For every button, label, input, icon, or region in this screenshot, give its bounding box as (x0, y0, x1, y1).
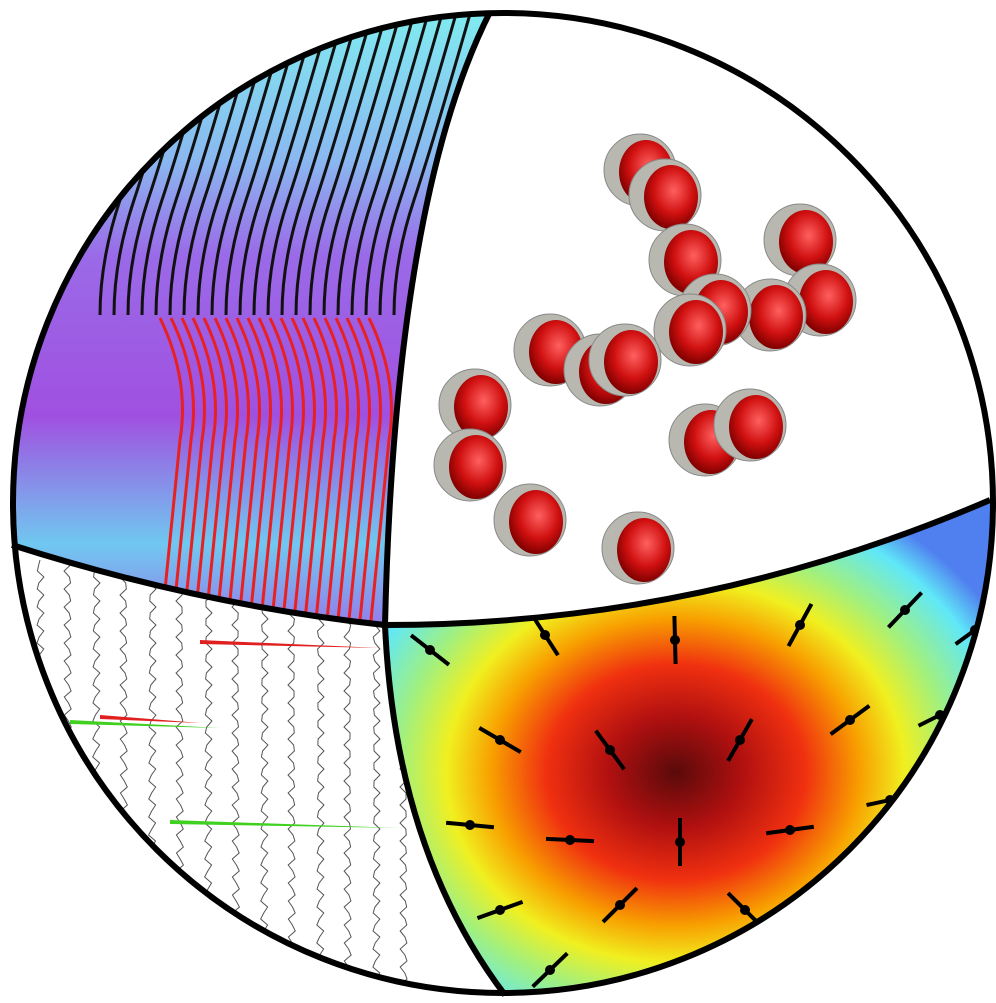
molecule-core (604, 330, 658, 394)
stick-dot (735, 735, 745, 745)
molecule-core (449, 435, 503, 499)
molecules (434, 134, 856, 584)
stick-dot (465, 820, 475, 830)
stick-dot (565, 835, 575, 845)
stick (827, 897, 872, 913)
stick-dot (495, 735, 505, 745)
stick-dot (675, 837, 685, 847)
stick-dot (785, 825, 795, 835)
molecule-core (749, 285, 803, 349)
stick-dot (495, 905, 505, 915)
stick-dot (845, 715, 855, 725)
stick-dot (540, 630, 550, 640)
page: (() => { const data = JSON.parse(documen… (0, 0, 996, 1003)
molecule-core (617, 518, 671, 582)
stick-dot (670, 635, 680, 645)
stick-dot (545, 965, 555, 975)
molecule-core (644, 165, 698, 229)
stick-dot (425, 645, 435, 655)
stick-dot (900, 605, 910, 615)
molecule-core (509, 490, 563, 554)
top-left-panel (0, 0, 500, 640)
heatmap (380, 490, 996, 1003)
stick-dot (740, 905, 750, 915)
molecule-core (669, 300, 723, 364)
molecule-core (799, 270, 853, 334)
molecule-core (729, 395, 783, 459)
stick-dot (795, 620, 805, 630)
stick-dot (845, 900, 855, 910)
sphere-illustration (0, 0, 996, 1003)
stick-dot (605, 745, 615, 755)
stick-dot (615, 900, 625, 910)
bottom-right-panel (380, 490, 996, 1003)
